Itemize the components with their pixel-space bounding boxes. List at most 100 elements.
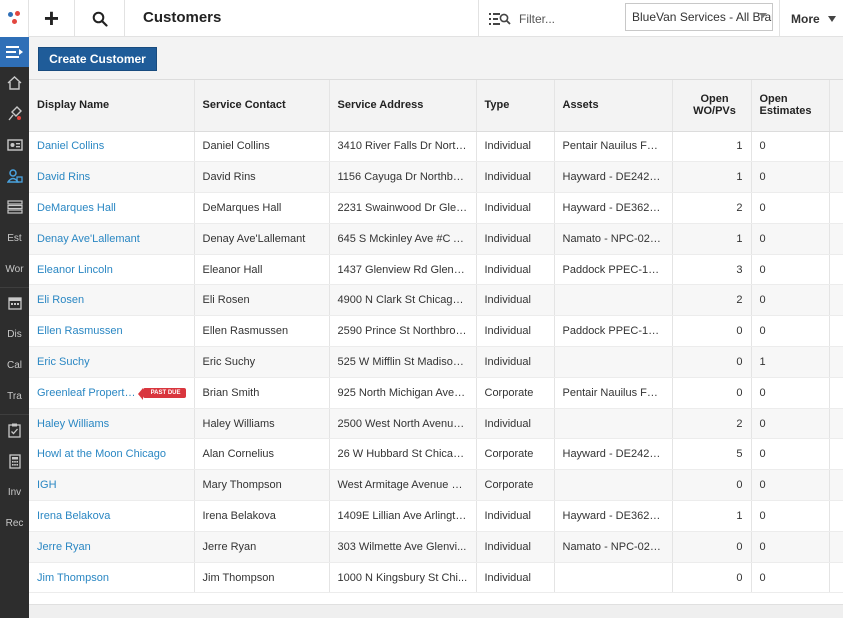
column-header-spacer: [829, 80, 843, 132]
column-header-type[interactable]: Type: [476, 80, 555, 132]
table-row[interactable]: Daniel Collins Daniel Collins 3410 River F…: [29, 131, 843, 163]
table-row[interactable]: Ellen Rasmussen Ellen Rasmussen 2590 Princ…: [29, 315, 843, 348]
column-header-open-wo[interactable]: Open WO/PVs: [672, 80, 752, 132]
sidebar-divider-2: [0, 414, 29, 415]
table-row[interactable]: Eli Rosen Eli Rosen 4900 N Clark St Chicag…: [29, 284, 843, 317]
open-wo-cell: 0: [672, 315, 752, 348]
brand-select[interactable]: BlueVan Services - All Brands: [625, 3, 773, 31]
customer-name-link[interactable]: Daniel Collins: [29, 131, 195, 163]
customer-name-link[interactable]: Eleanor Lincoln: [29, 254, 195, 286]
sidebar-menu-toggle[interactable]: [0, 37, 29, 67]
search-button[interactable]: [75, 0, 125, 37]
sidebar-item-rec[interactable]: Rec: [5, 517, 24, 529]
sidebar-item-grid[interactable]: [0, 192, 29, 222]
service-contact-cell: Eli Rosen: [194, 284, 330, 317]
column-header-open-estimates[interactable]: Open Estimates: [751, 80, 830, 132]
customer-name-link[interactable]: Irena Belakova: [29, 500, 195, 532]
sidebar-item-dis[interactable]: Dis: [7, 328, 22, 340]
grid-list-icon: [6, 200, 23, 214]
customer-name-link[interactable]: Haley Williams: [29, 408, 195, 440]
clipboard-check-icon: [8, 423, 21, 438]
customer-name-link[interactable]: Eli Rosen: [29, 284, 195, 317]
sidebar-item-cal[interactable]: Cal: [6, 359, 22, 371]
table-row[interactable]: DeMarques Hall DeMarques Hall 2231 Swainwo…: [29, 192, 843, 224]
customer-name-link[interactable]: Eric Suchy: [29, 346, 195, 378]
customer-name-text: Greenleaf Property ...: [37, 386, 137, 399]
customer-name-with-badge: Greenleaf Property ... PAST DUE: [37, 386, 186, 400]
sidebar-item-leads[interactable]: [0, 99, 29, 129]
sidebar-item-wor[interactable]: Wor: [5, 263, 24, 275]
column-header-service-contact[interactable]: Service Contact: [194, 80, 330, 132]
sidebar-item-home[interactable]: [0, 68, 29, 98]
assets-cell: Hayward - DE2420...: [554, 438, 673, 471]
column-header-service-address[interactable]: Service Address: [329, 80, 477, 132]
sidebar-item-customers[interactable]: [0, 161, 29, 191]
service-contact-cell: Denay Ave'Lallemant: [194, 223, 330, 255]
calendar-icon: [7, 297, 22, 310]
filter-input[interactable]: Filter...: [478, 0, 617, 37]
column-header-assets[interactable]: Assets: [554, 80, 673, 132]
sidebar-item-tra[interactable]: Tra: [7, 390, 22, 402]
sidebar-item-calculator[interactable]: [0, 446, 29, 476]
customer-name-link[interactable]: DeMarques Hall: [29, 192, 195, 224]
create-customer-button[interactable]: Create Customer: [38, 47, 157, 71]
service-address-cell: 1000 N Kingsbury St Chi...: [329, 562, 477, 594]
table-row[interactable]: Jim Thompson Jim Thompson 1000 N Kingsbury…: [29, 562, 843, 594]
customer-name-link[interactable]: Denay Ave'Lallemant: [29, 223, 195, 255]
service-address-cell: 2590 Prince St Northbroo...: [329, 315, 477, 348]
customers-table: Display Name Service Contact Service Add…: [29, 79, 843, 618]
service-contact-cell: Haley Williams: [194, 408, 330, 440]
type-cell: Individual: [476, 346, 555, 378]
service-address-cell: 1409E Lillian Ave Arlingto...: [329, 500, 477, 532]
assets-cell: Hayward - DE2420...: [554, 161, 673, 194]
customer-name-link[interactable]: Jim Thompson: [29, 562, 195, 594]
brand-select-value: BlueVan Services - All Brands: [632, 10, 772, 24]
table-row[interactable]: Denay Ave'Lallemant Denay Ave'Lallemant 64…: [29, 223, 843, 255]
table-row[interactable]: Haley Williams Haley Williams 2500 West No…: [29, 408, 843, 440]
customer-name-link[interactable]: IGH: [29, 469, 195, 502]
open-wo-cell: 3: [672, 254, 752, 286]
service-address-cell: 2500 West North Avenue...: [329, 408, 477, 440]
sidebar-item-est[interactable]: Est: [7, 232, 22, 244]
customer-name-link[interactable]: Howl at the Moon Chicago: [29, 438, 195, 471]
table-row[interactable]: Howl at the Moon Chicago Alan Cornelius 26…: [29, 438, 843, 471]
assets-cell: Hayward - DE3620...: [554, 500, 673, 532]
service-address-cell: 4900 N Clark St Chicago,...: [329, 284, 477, 317]
assets-cell: [554, 469, 673, 502]
table-row[interactable]: Irena Belakova Irena Belakova 1409E Lillia…: [29, 500, 843, 532]
row-spacer-cell: [829, 408, 843, 440]
table-row[interactable]: Greenleaf Property ... PAST DUE Brian Smit…: [29, 377, 843, 409]
sidebar-item-inv[interactable]: Inv: [7, 486, 22, 498]
table-header-row: Display Name Service Contact Service Add…: [29, 80, 843, 132]
column-header-display-name[interactable]: Display Name: [29, 80, 195, 132]
open-estimates-cell: 0: [751, 315, 830, 348]
customer-name-link[interactable]: Jerre Ryan: [29, 531, 195, 563]
assets-cell: Paddock PPEC-140 ...: [554, 254, 673, 286]
table-row[interactable]: Jerre Ryan Jerre Ryan 303 Wilmette Ave Gle…: [29, 531, 843, 563]
row-spacer-cell: [829, 377, 843, 409]
main-content: Create Customer Display Name Service Con…: [29, 37, 843, 618]
calculator-icon: [8, 453, 21, 469]
customer-name-link[interactable]: Ellen Rasmussen: [29, 315, 195, 348]
table-row[interactable]: Eric Suchy Eric Suchy 525 W Mifflin St Mad…: [29, 346, 843, 378]
open-wo-cell: 1: [672, 131, 752, 163]
row-spacer-cell: [829, 531, 843, 563]
sidebar-item-contacts-card[interactable]: [0, 130, 29, 160]
app-logo[interactable]: [0, 0, 29, 37]
table-row[interactable]: IGH Mary Thompson West Armitage Avenue C..…: [29, 469, 843, 502]
type-cell: Individual: [476, 254, 555, 286]
sidebar-item-calendar[interactable]: [0, 288, 29, 318]
open-estimates-cell: 0: [751, 254, 830, 286]
service-address-cell: 1156 Cayuga Dr Northbro...: [329, 161, 477, 194]
table-row[interactable]: David Rins David Rins 1156 Cayuga Dr North…: [29, 161, 843, 194]
service-address-cell: 303 Wilmette Ave Glenvi...: [329, 531, 477, 563]
add-button[interactable]: +: [29, 0, 75, 37]
customer-name-link[interactable]: Greenleaf Property ... PAST DUE: [29, 377, 195, 409]
more-button[interactable]: More: [779, 0, 843, 37]
open-wo-cell: 2: [672, 284, 752, 317]
table-row[interactable]: Eleanor Lincoln Eleanor Hall 1437 Glenview…: [29, 254, 843, 286]
sidebar-item-clipboard[interactable]: [0, 415, 29, 445]
row-spacer-cell: [829, 131, 843, 163]
customer-name-link[interactable]: David Rins: [29, 161, 195, 194]
